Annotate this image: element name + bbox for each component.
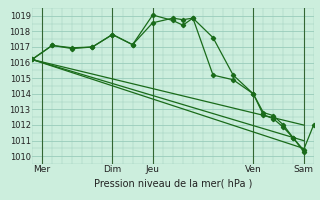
X-axis label: Pression niveau de la mer( hPa ): Pression niveau de la mer( hPa ) <box>94 179 252 189</box>
